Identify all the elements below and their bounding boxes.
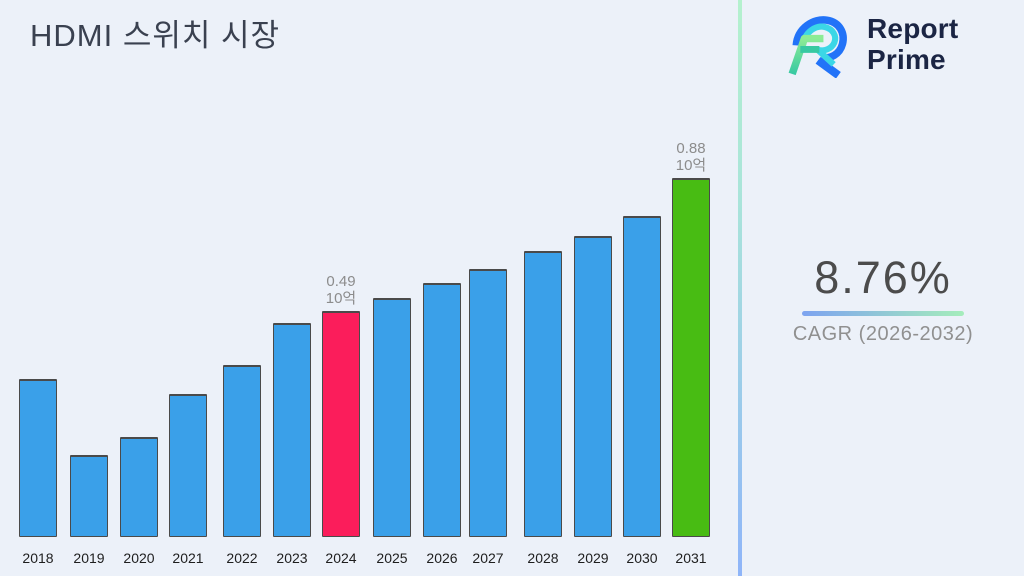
bar-annotation-2031: 0.88 10억: [655, 140, 727, 174]
bar-2021: [169, 394, 207, 537]
cagr-block: 8.76% CAGR (2026-2032): [742, 252, 1024, 346]
bar-2019: [70, 455, 108, 537]
x-label-2030: 2030: [626, 550, 658, 566]
x-label-2023: 2023: [276, 550, 308, 566]
bar-annotation-line: 10억: [675, 157, 707, 174]
x-label-2019: 2019: [73, 550, 105, 566]
bar-2028: [524, 251, 562, 537]
bar-2025: [373, 298, 411, 537]
x-label-2021: 2021: [172, 550, 204, 566]
vertical-divider: [738, 0, 742, 576]
bar-2029: [574, 236, 612, 537]
x-label-2031: 2031: [675, 550, 707, 566]
bar-2020: [120, 437, 158, 537]
bar-2026: [423, 283, 461, 537]
brand-logo: Report Prime: [784, 10, 958, 78]
x-label-2025: 2025: [376, 550, 408, 566]
bar-2023: [273, 323, 311, 537]
brand-name-line2: Prime: [867, 44, 946, 75]
bar-2031: [672, 178, 710, 537]
cagr-underline-decoration: [802, 311, 964, 316]
bar-chart: 2018 2019 2020 2021 2022 2023 2024 0.49 10억 2025 2…: [19, 140, 727, 566]
cagr-label: CAGR (2026-2032): [792, 323, 974, 345]
brand-name: Report Prime: [867, 13, 958, 75]
x-label-2022: 2022: [226, 550, 258, 566]
bar-annotation-2024: 0.49 10억: [305, 273, 377, 307]
cagr-value: 8.76%: [814, 252, 952, 303]
brand-name-line1: Report: [867, 13, 959, 44]
report-prime-logo-icon: [788, 16, 847, 78]
x-label-2028: 2028: [527, 550, 559, 566]
x-label-2026: 2026: [426, 550, 458, 566]
bar-2018: [19, 379, 57, 537]
bar-2030: [623, 216, 661, 537]
bar-2022: [223, 365, 261, 537]
bar-2024: [322, 311, 360, 537]
x-label-2020: 2020: [123, 550, 155, 566]
x-label-2027: 2027: [472, 550, 504, 566]
right-panel: Report Prime 8.76% CAGR (2026-2032): [742, 0, 1024, 576]
bar-annotation-line: 0.49: [326, 273, 356, 290]
x-label-2024: 2024: [325, 550, 357, 566]
bar-annotation-line: 10억: [325, 290, 357, 307]
x-label-2029: 2029: [577, 550, 609, 566]
page-title: HDMI 스위치 시장: [30, 18, 281, 53]
bar-2027: [469, 269, 507, 537]
bar-annotation-line: 0.88: [676, 140, 706, 157]
x-label-2018: 2018: [22, 550, 54, 566]
